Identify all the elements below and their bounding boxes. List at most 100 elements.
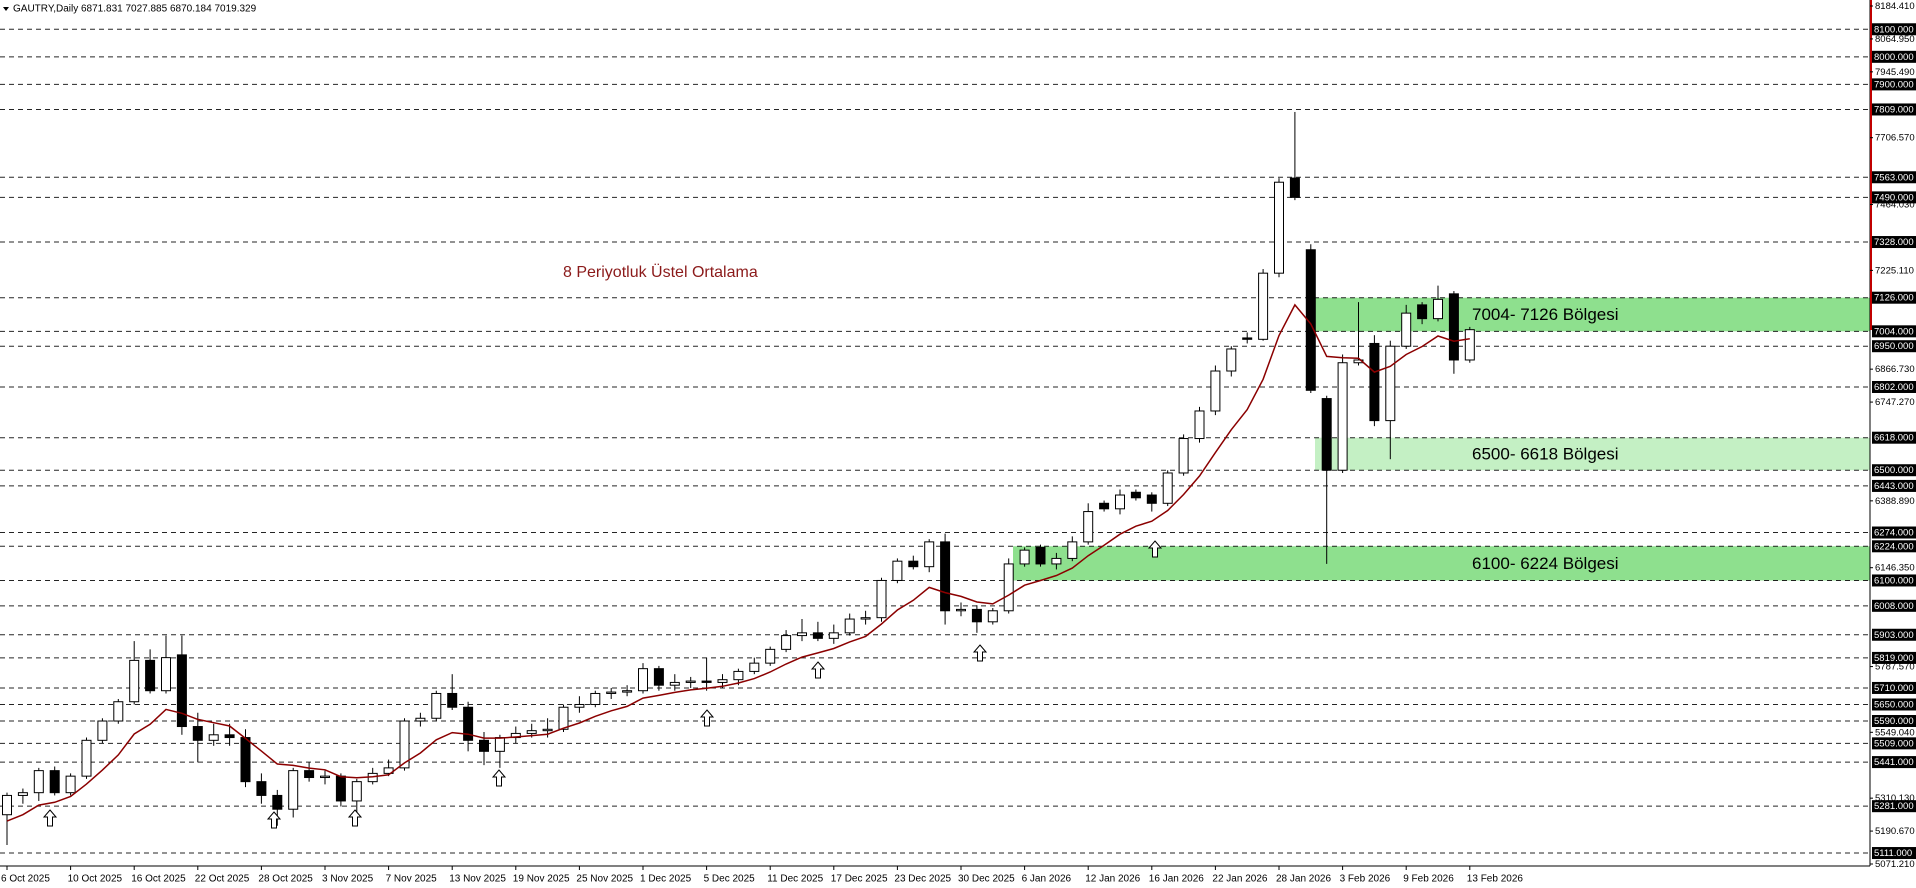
level-label-box bbox=[1872, 236, 1916, 249]
up-arrow bbox=[491, 769, 507, 787]
candle-body bbox=[17, 792, 28, 796]
level-label-box bbox=[1872, 103, 1916, 116]
candle-body bbox=[49, 770, 60, 794]
candle-body bbox=[176, 654, 187, 728]
candle-body bbox=[638, 668, 648, 692]
x-tick-label: 22 Oct 2025 bbox=[195, 874, 250, 885]
level-label-box bbox=[1872, 78, 1916, 91]
candle-body bbox=[33, 770, 44, 794]
y-tick-label: 8184.410 bbox=[1875, 1, 1915, 12]
level-label: 7126.000 bbox=[1874, 293, 1914, 304]
level-label: 6618.000 bbox=[1874, 433, 1914, 444]
y-tick-label: 6747.270 bbox=[1875, 397, 1915, 408]
y-tick-label: 8064.950 bbox=[1875, 34, 1915, 45]
level-label: 5650.000 bbox=[1874, 700, 1914, 711]
candle-body bbox=[1369, 342, 1380, 422]
level-label-box bbox=[1872, 698, 1916, 711]
level-label-box bbox=[1872, 50, 1916, 63]
candle-body bbox=[113, 701, 124, 722]
y-tick-label: 7464.030 bbox=[1875, 200, 1915, 211]
candle-body bbox=[622, 690, 633, 693]
level-label-box bbox=[1872, 847, 1916, 860]
candle-body bbox=[1003, 563, 1014, 612]
zone bbox=[1315, 437, 1870, 471]
candle-body bbox=[844, 618, 855, 634]
candle-body bbox=[1305, 249, 1316, 391]
candle-body bbox=[399, 720, 410, 769]
candle-body bbox=[304, 770, 315, 779]
level-label-box bbox=[1872, 651, 1916, 664]
candle-body bbox=[1464, 329, 1475, 361]
level-label-box bbox=[1872, 479, 1916, 492]
candle-body bbox=[781, 635, 792, 650]
arrows bbox=[42, 540, 1163, 829]
candle-body bbox=[161, 657, 171, 692]
x-tick-label: 28 Oct 2025 bbox=[258, 874, 313, 885]
candle-body bbox=[256, 781, 267, 796]
x-tick-label: 9 Feb 2026 bbox=[1403, 874, 1454, 885]
y-tick-label: 7225.110 bbox=[1875, 265, 1914, 276]
candle-body bbox=[558, 706, 569, 730]
candle-body bbox=[574, 703, 585, 708]
candle-body bbox=[765, 648, 776, 664]
level-label-box bbox=[1872, 756, 1916, 769]
level-label: 8100.000 bbox=[1874, 24, 1914, 35]
candle-body bbox=[971, 608, 982, 623]
level-label: 7809.000 bbox=[1874, 104, 1914, 115]
candle-body bbox=[1337, 362, 1348, 471]
x-tick-label: 30 Dec 2025 bbox=[958, 874, 1015, 885]
candle-body bbox=[463, 706, 474, 741]
level-label: 5441.000 bbox=[1874, 757, 1914, 768]
candle-body bbox=[1226, 348, 1237, 372]
up-arrow bbox=[42, 809, 58, 827]
candle-body bbox=[240, 737, 251, 783]
level-label-box bbox=[1872, 291, 1916, 304]
level-label-box bbox=[1872, 526, 1916, 539]
x-tick-label: 6 Jan 2026 bbox=[1022, 874, 1072, 885]
ema-line bbox=[6, 303, 1470, 822]
candle-body bbox=[1035, 546, 1046, 565]
candle-body bbox=[924, 541, 935, 568]
x-tick-label: 25 Nov 2025 bbox=[576, 874, 633, 885]
candle-body bbox=[1274, 181, 1284, 274]
level-label-box bbox=[1872, 23, 1916, 36]
x-tick-label: 28 Jan 2026 bbox=[1276, 874, 1331, 885]
candle-body bbox=[1178, 438, 1189, 474]
candle-body bbox=[1115, 494, 1125, 510]
up-arrow bbox=[699, 709, 715, 727]
level-label: 5819.000 bbox=[1874, 653, 1914, 664]
level-label: 6950.000 bbox=[1874, 341, 1914, 352]
candle-body bbox=[606, 691, 617, 694]
level-label: 5281.000 bbox=[1874, 801, 1914, 812]
x-tick-label: 11 Dec 2025 bbox=[767, 874, 823, 885]
candle-body bbox=[288, 770, 299, 810]
candle-body bbox=[1258, 272, 1269, 340]
level-label: 5590.000 bbox=[1874, 716, 1914, 727]
candle-body bbox=[797, 632, 807, 637]
level-label: 5710.000 bbox=[1874, 683, 1914, 694]
level-label: 7328.000 bbox=[1874, 237, 1914, 248]
level-label: 7004.000 bbox=[1874, 326, 1914, 337]
x-tick-label: 16 Jan 2026 bbox=[1149, 874, 1204, 885]
y-tick-label: 6388.890 bbox=[1875, 496, 1915, 507]
candle-body bbox=[1433, 298, 1443, 320]
level-label: 6274.000 bbox=[1874, 528, 1914, 539]
x-tick-label: 13 Nov 2025 bbox=[449, 874, 506, 885]
level-label-box bbox=[1872, 540, 1916, 553]
y-tick-label: 5549.040 bbox=[1875, 727, 1915, 738]
candle-body bbox=[749, 662, 760, 672]
candle-body bbox=[1385, 345, 1396, 422]
x-tick-label: 12 Jan 2026 bbox=[1085, 874, 1140, 885]
candle-body bbox=[1417, 304, 1428, 320]
zone-label: 6500- 6618 Bölgesi bbox=[1472, 444, 1619, 463]
level-label-box bbox=[1872, 715, 1916, 728]
level-label: 5903.000 bbox=[1874, 630, 1914, 641]
level-label-box bbox=[1872, 800, 1916, 813]
y-tick-label: 6866.730 bbox=[1875, 364, 1915, 375]
level-label-box bbox=[1872, 325, 1916, 338]
level-label-box bbox=[1872, 681, 1916, 694]
candle-body bbox=[653, 668, 664, 686]
x-tick-label: 5 Dec 2025 bbox=[704, 874, 756, 885]
candle-body bbox=[1401, 312, 1412, 347]
